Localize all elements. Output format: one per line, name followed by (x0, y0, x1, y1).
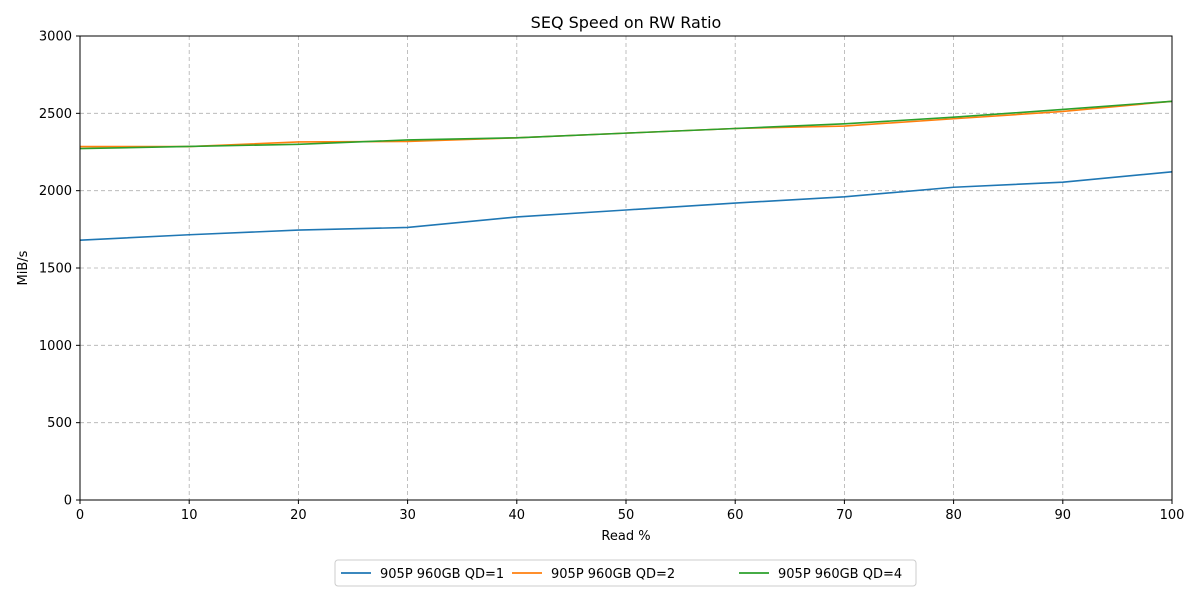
y-tick-label: 2000 (39, 184, 72, 199)
grid-layer (80, 36, 1172, 500)
x-tick-label: 10 (181, 508, 198, 523)
y-tick-label: 3000 (39, 30, 72, 45)
y-tick-label: 2500 (39, 107, 72, 122)
y-tick-label: 500 (47, 416, 72, 431)
legend-label: 905P 960GB QD=1 (380, 567, 504, 582)
legend-label: 905P 960GB QD=4 (778, 567, 902, 582)
x-tick-label: 20 (290, 508, 307, 523)
x-tick-label: 100 (1160, 508, 1185, 523)
y-tick-label: 1000 (39, 339, 72, 354)
legend: 905P 960GB QD=1 905P 960GB QD=2 905P 960GB… (334, 559, 917, 587)
legend-box (334, 559, 917, 587)
series-layer (79, 100, 1173, 241)
x-axis-label: Read % (601, 529, 650, 544)
chart-title: SEQ Speed on RW Ratio (531, 13, 722, 32)
x-tick-label: 80 (945, 508, 962, 523)
x-tick-label: 30 (399, 508, 416, 523)
x-tick-label: 40 (509, 508, 526, 523)
legend-label: 905P 960GB QD=2 (551, 567, 675, 582)
y-tick-label: 0 (64, 494, 72, 509)
y-tick-label: 1500 (39, 262, 72, 277)
series-line-qd1 (79, 171, 1173, 241)
legend-items: 905P 960GB QD=1 905P 960GB QD=2 905P 960GB… (341, 567, 902, 582)
series-line-qd4 (79, 100, 1173, 150)
x-tick-label: 60 (727, 508, 744, 523)
x-tick-label: 50 (618, 508, 635, 523)
tick-layer: 0 10 20 30 40 50 60 70 80 90 100050010001500200025… (39, 30, 1185, 524)
y-axis-label: MiB/s (16, 250, 31, 285)
x-tick-label: 70 (836, 508, 853, 523)
x-tick-label: 90 (1055, 508, 1072, 523)
x-tick-label: 0 (76, 508, 84, 523)
